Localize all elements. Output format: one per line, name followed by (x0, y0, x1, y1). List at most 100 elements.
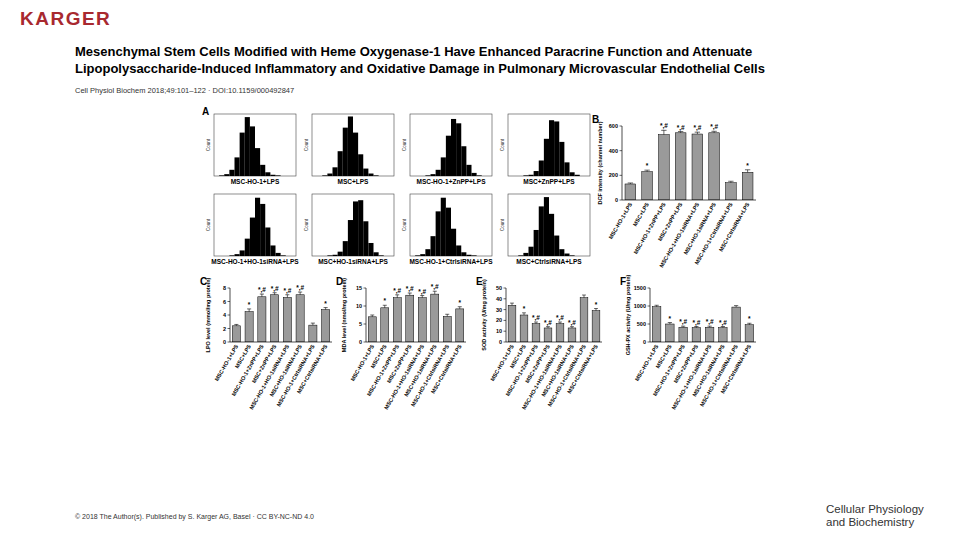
title: Mesenchymal Stem Cells Modified with Hem… (75, 44, 752, 59)
error-stem (261, 294, 262, 297)
histogram-bar (523, 253, 528, 256)
y-tick (228, 315, 231, 316)
significance: * (248, 301, 251, 308)
category-label: MSC+LPS (632, 201, 650, 227)
error-cap (655, 305, 659, 306)
histogram-bar (436, 211, 441, 256)
panel-letter: A (202, 106, 209, 117)
y-tick-label: 6 (223, 299, 226, 305)
bar (296, 295, 304, 342)
bar-panel: **,#*,#*,#*,#*02468MSC-HO-1+LPSMSC+LPSMS… (200, 276, 332, 411)
histogram-bar (487, 176, 492, 177)
error-cap (695, 132, 700, 133)
bar-panel: **,#*,#*,#*,#*051015MSC-HO-1+LPSMSC+LPSM… (336, 276, 466, 411)
error-bar (311, 323, 315, 325)
histogram-bar (338, 252, 343, 256)
error-bar (234, 324, 238, 325)
y-tick (364, 324, 367, 325)
category-label: MSC-HO-1+ZnPP+LPS (632, 201, 667, 255)
bar (406, 295, 414, 342)
y-tick-label: 0 (223, 339, 226, 345)
marks (508, 295, 600, 342)
panel-letter: F (620, 276, 626, 287)
y-tick (364, 306, 367, 307)
histogram-label: MSC+ZnPP+LPS (523, 178, 575, 185)
histogram-bar (559, 249, 564, 256)
plot-frame (508, 194, 590, 256)
histogram-bar (327, 255, 332, 256)
citation: Cell Physiol Biochem 2018;49:101–122 · D… (75, 86, 294, 95)
panel-letter: B (592, 114, 599, 125)
significance: *,# (271, 285, 279, 293)
bar (443, 316, 451, 342)
histogram-bar (379, 176, 384, 177)
error-cap (273, 292, 277, 293)
error-bar (458, 307, 462, 309)
histogram-bar (245, 117, 250, 176)
y-tick (228, 342, 231, 343)
error-cap (728, 181, 733, 182)
histogram-bar (461, 146, 466, 176)
histogram-bar (338, 151, 343, 176)
histogram-bar (580, 256, 585, 257)
category-label: MSC+CtrlsiRNA+LPS (296, 343, 329, 394)
histogram-bar (219, 256, 224, 257)
error-bar (644, 170, 649, 171)
error-bar (734, 306, 738, 307)
histogram-bar (441, 198, 446, 256)
axis-label: Count (304, 138, 309, 151)
histogram-bar (451, 229, 456, 256)
bar-panel: **,#*,#*,#*,#*01020304050MSC-HO-1+LPSMSC… (476, 276, 602, 411)
histogram-bar (534, 171, 539, 176)
error-bar (445, 314, 449, 316)
histogram-bar (291, 256, 296, 257)
category-label: MSC+CtrlsiRNA+LPS (718, 201, 751, 252)
y-tick-label: 5 (359, 321, 362, 327)
error-bar (558, 322, 562, 324)
histogram-bar (456, 123, 461, 176)
bar (232, 326, 240, 342)
error-bar (285, 295, 289, 298)
y-tick-label: 8 (223, 285, 226, 291)
significance: * (523, 305, 526, 312)
plot-frame (508, 114, 590, 176)
histogram-bar (317, 176, 322, 177)
histogram-bar (374, 252, 379, 256)
histogram-label: MSC+LPS (338, 178, 370, 185)
bar (431, 294, 439, 342)
histogram-bar (276, 175, 281, 176)
error-stem (325, 308, 326, 310)
axis-label: LPO level (mmol/mg protein) (205, 277, 211, 352)
axis-label: SOD activity (U/mg protein) (481, 279, 487, 351)
error-bar (534, 322, 538, 324)
histogram-bar (466, 165, 471, 176)
bar (258, 297, 266, 342)
histogram-bar (260, 165, 265, 176)
histogram-bar (384, 256, 389, 257)
histogram-bar (343, 128, 348, 176)
bar (368, 317, 376, 342)
bar (705, 327, 713, 342)
y-tick (504, 342, 507, 343)
histogram-bar (431, 174, 436, 176)
plot-frame (410, 194, 492, 256)
histogram-bar (585, 176, 590, 177)
histogram-bar (358, 154, 363, 176)
histogram-bar (343, 241, 348, 256)
error-stem (409, 293, 410, 295)
histogram-bar (534, 230, 539, 256)
error-stem (397, 295, 398, 298)
title: Lipopolysaccharide-Induced Inflammatory … (75, 61, 765, 76)
y-tick-label: 10 (496, 328, 502, 334)
bar (309, 325, 317, 342)
error-cap (510, 303, 514, 304)
marks (415, 198, 477, 256)
error-cap (285, 294, 289, 295)
bar (580, 298, 588, 342)
error-cap (582, 295, 586, 296)
error-bar (711, 131, 716, 132)
histogram-bar (270, 175, 275, 176)
category-label: MSC+CtrlsiRNA+LPS (719, 343, 752, 394)
error-bar (747, 323, 751, 324)
histogram-bar (368, 243, 373, 256)
